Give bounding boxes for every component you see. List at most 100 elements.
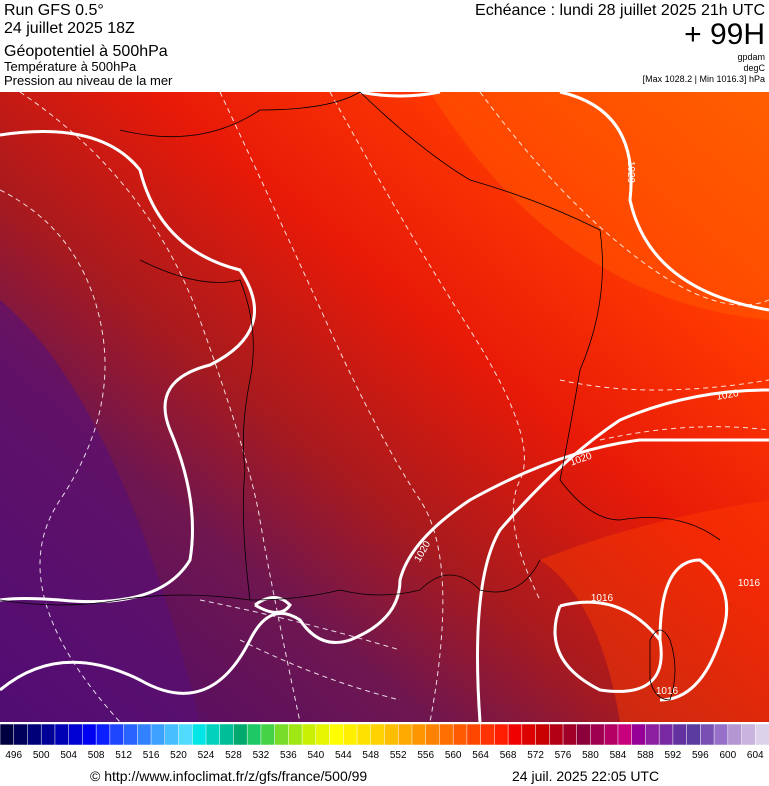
unit: degC	[743, 63, 765, 73]
generated-time: 24 juil. 2025 22:05 UTC	[512, 768, 659, 784]
color-swatch	[700, 723, 715, 746]
color-swatch	[54, 723, 70, 746]
color-swatch	[686, 723, 701, 746]
color-swatch	[192, 723, 207, 746]
color-swatch	[494, 723, 509, 746]
color-swatch	[40, 723, 56, 746]
colorbar-label: 528	[225, 750, 242, 761]
color-swatch	[233, 723, 248, 746]
color-swatch	[741, 723, 756, 746]
color-swatch	[82, 723, 97, 746]
color-swatch	[329, 723, 344, 746]
pressure-range: [Max 1028.2 | Min 1016.3] hPa	[643, 74, 765, 84]
color-swatch	[356, 723, 372, 746]
color-swatch	[274, 723, 289, 746]
color-swatch	[590, 723, 605, 746]
color-swatch	[658, 723, 674, 746]
color-swatch	[95, 723, 111, 746]
colorbar-label: 564	[472, 750, 489, 761]
field-label: Température à 500hPa	[4, 59, 137, 74]
valid-time: Echéance : lundi 28 juillet 2025 21h UTC	[475, 2, 765, 19]
colorbar-label: 556	[417, 750, 434, 761]
field-label: Pression au niveau de la mer	[4, 73, 173, 88]
colorbar-label: 516	[143, 750, 160, 761]
color-swatch	[178, 723, 193, 746]
color-swatch	[576, 723, 592, 746]
colorbar-label: 500	[33, 750, 50, 761]
contour-label: 1016	[656, 686, 679, 697]
color-swatch	[13, 723, 29, 746]
map	[0, 90, 769, 723]
shade	[540, 500, 769, 722]
colorbar-label: 604	[747, 750, 764, 761]
color-swatch	[645, 723, 660, 746]
color-swatch	[370, 723, 386, 746]
colorbar-label: 532	[253, 750, 270, 761]
color-swatch	[507, 723, 523, 746]
color-swatch	[452, 723, 468, 746]
colorbar-label: 548	[362, 750, 379, 761]
unit: gpdam	[737, 52, 765, 62]
colorbar-label: 580	[582, 750, 599, 761]
colorbar-label: 512	[115, 750, 132, 761]
colorbar-label: 540	[307, 750, 324, 761]
color-swatch	[68, 723, 83, 746]
color-swatch	[315, 723, 331, 746]
coastlines	[0, 91, 721, 701]
contour-label: 1020	[716, 388, 740, 403]
colorbar-label: 576	[555, 750, 572, 761]
contour-label: 1016	[738, 578, 761, 589]
color-swatch	[150, 723, 166, 746]
color-swatch	[205, 723, 221, 746]
lead-time: + 99H	[684, 18, 765, 51]
colorbar-label: 524	[198, 750, 215, 761]
colorbar-label: 584	[610, 750, 627, 761]
colorbar-label: 508	[88, 750, 105, 761]
color-swatch	[137, 723, 152, 746]
colorbar-label: 568	[500, 750, 517, 761]
color-swatch	[631, 723, 646, 746]
colorbar-label: 536	[280, 750, 297, 761]
color-swatch	[411, 723, 427, 746]
color-swatch	[0, 723, 15, 746]
color-swatch	[672, 723, 688, 746]
colorbar-label: 560	[445, 750, 462, 761]
source: © http://www.infoclimat.fr/z/gfs/france/…	[90, 768, 367, 784]
color-swatch	[164, 723, 180, 746]
color-swatch	[343, 723, 358, 746]
color-swatch	[603, 723, 619, 746]
color-swatch	[219, 723, 234, 746]
colorbar-label: 588	[637, 750, 654, 761]
color-swatch	[27, 723, 42, 746]
colorbar-label: 520	[170, 750, 187, 761]
colorbar-label: 592	[665, 750, 682, 761]
run-title: Run GFS 0.5°	[4, 2, 104, 19]
color-swatch	[549, 723, 564, 746]
color-swatch	[384, 723, 399, 746]
color-swatch	[727, 723, 743, 746]
contour-label: 1016	[591, 593, 614, 604]
colorbar-label: 504	[60, 750, 77, 761]
color-swatch	[480, 723, 495, 746]
contour-label: 1020	[625, 161, 636, 184]
color-swatch	[713, 723, 729, 746]
isotherms	[0, 91, 769, 723]
color-swatch	[535, 723, 550, 746]
color-swatch	[439, 723, 454, 746]
color-swatch	[301, 723, 317, 746]
color-swatch	[123, 723, 138, 746]
colorbar-label: 552	[390, 750, 407, 761]
colorbar-label: 596	[692, 750, 709, 761]
color-swatch	[466, 723, 482, 746]
run-date: 24 juillet 2025 18Z	[4, 20, 135, 37]
colorbar-label: 496	[5, 750, 22, 761]
color-swatch	[425, 723, 440, 746]
color-swatch	[617, 723, 633, 746]
color-swatch	[109, 723, 125, 746]
color-swatch	[755, 723, 769, 746]
color-swatch	[246, 723, 262, 746]
color-swatch	[521, 723, 537, 746]
colorbar-label: 544	[335, 750, 352, 761]
field-label: Géopotentiel à 500hPa	[4, 43, 168, 60]
